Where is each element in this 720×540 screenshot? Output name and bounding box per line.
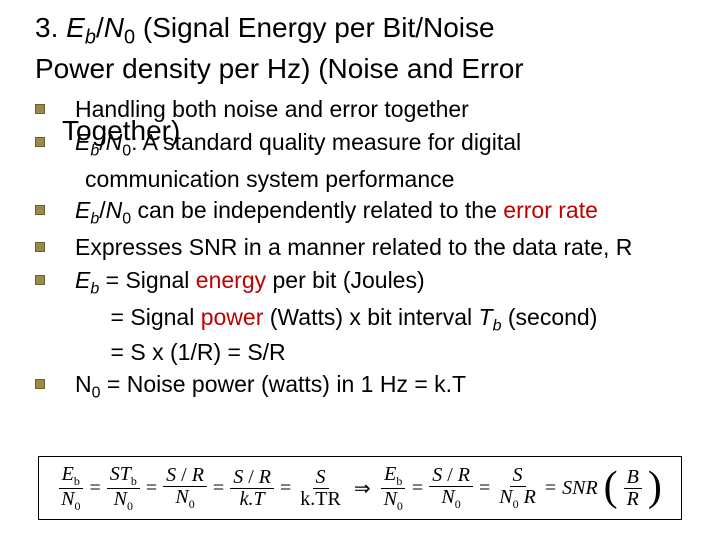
bullet-marker-icon [35, 205, 45, 215]
text-segment: = Signal [85, 304, 201, 330]
title-overlap: Together) [62, 115, 180, 147]
bullet-item: N0 = Noise power (watts) in 1 Hz = k.T [35, 369, 695, 404]
bullet-continuation: = Signal power (Watts) x bit interval Tb… [35, 302, 695, 337]
fraction: Sk.TR [297, 467, 344, 510]
text-segment: = Noise power (watts) in 1 Hz = k.T [101, 371, 467, 397]
title-n: N [104, 12, 124, 43]
arrow-icon: ⇒ [354, 476, 371, 501]
title-number: 3. [35, 12, 58, 43]
bullet-continuation: = S x (1/R) = S/R [35, 337, 695, 368]
fraction: S / RN0 [163, 465, 207, 511]
text-segment: Expresses SNR in a manner related to the… [75, 234, 632, 260]
title-slash: / [96, 12, 104, 43]
equals-sign: = [545, 477, 556, 500]
title-line2: Power density per Hz) (Noise and Error [35, 53, 524, 84]
text-segment: = S x (1/R) = S/R [85, 339, 286, 365]
text-segment: N [75, 371, 92, 397]
text-segment: N [106, 197, 123, 223]
text-segment: E [75, 267, 90, 293]
text-segment: (Watts) x bit interval [263, 304, 478, 330]
fraction: S / RN0 [429, 465, 473, 511]
slide-container: 3. Eb/N0 (Signal Energy per Bit/Noise Po… [0, 0, 720, 540]
fraction: EbN0 [381, 464, 406, 512]
equals-sign: = [146, 477, 157, 500]
text-segment: 0 [122, 210, 131, 227]
fraction: EbN0 [58, 464, 83, 512]
fraction: STbN0 [107, 464, 140, 512]
bullet-item: Expresses SNR in a manner related to the… [35, 232, 695, 263]
equals-sign: = [280, 477, 291, 500]
text-segment: (second) [501, 304, 597, 330]
text-segment: b [90, 281, 99, 298]
text-segment: energy [196, 267, 266, 293]
equation: EbN0 = STbN0 = S / RN0 = S / Rk.T = Sk.TR ⇒ EbN0 = S… [58, 464, 662, 512]
text-segment: : A standard quality measure for digital [131, 129, 521, 155]
equals-sign: = [213, 477, 224, 500]
equals-sign: = [412, 477, 423, 500]
bullet-marker-icon [35, 137, 45, 147]
bullet-continuation: communication system performance [35, 164, 695, 195]
title-zero: 0 [124, 27, 135, 49]
bullet-item: Eb = Signal energy per bit (Joules) [35, 265, 695, 300]
fraction: SN0 R [496, 465, 539, 511]
snr-text: SNR [562, 477, 598, 500]
fraction: BR [624, 467, 642, 510]
bullet-marker-icon [35, 104, 45, 114]
text-segment: E [75, 197, 90, 223]
bullet-marker-icon [35, 242, 45, 252]
fraction: S / Rk.T [230, 467, 274, 510]
text-segment: communication system performance [85, 166, 454, 192]
text-segment: T [479, 304, 493, 330]
text-segment: can be independently related to the [131, 197, 503, 223]
text-segment: error rate [503, 197, 598, 223]
text-segment: = Signal [99, 267, 196, 293]
title-rest1: (Signal Energy per Bit/Noise [135, 12, 495, 43]
equals-sign: = [479, 477, 490, 500]
equals-sign: = [89, 477, 100, 500]
text-segment: 0 [92, 384, 101, 401]
bullet-marker-icon [35, 275, 45, 285]
text-segment: b [90, 210, 99, 227]
rparen: ) [648, 471, 662, 505]
bullet-item: Eb/N0 can be independently related to th… [35, 195, 695, 230]
text-segment: power [201, 304, 264, 330]
title-eb: E [66, 12, 85, 43]
title-b: b [85, 27, 96, 49]
text-segment: per bit (Joules) [266, 267, 425, 293]
equation-box: EbN0 = STbN0 = S / RN0 = S / Rk.T = Sk.TR ⇒ EbN0 = S… [38, 456, 682, 520]
slide-title: 3. Eb/N0 (Signal Energy per Bit/Noise Po… [25, 10, 695, 86]
lparen: ( [604, 471, 618, 505]
bullet-marker-icon [35, 379, 45, 389]
